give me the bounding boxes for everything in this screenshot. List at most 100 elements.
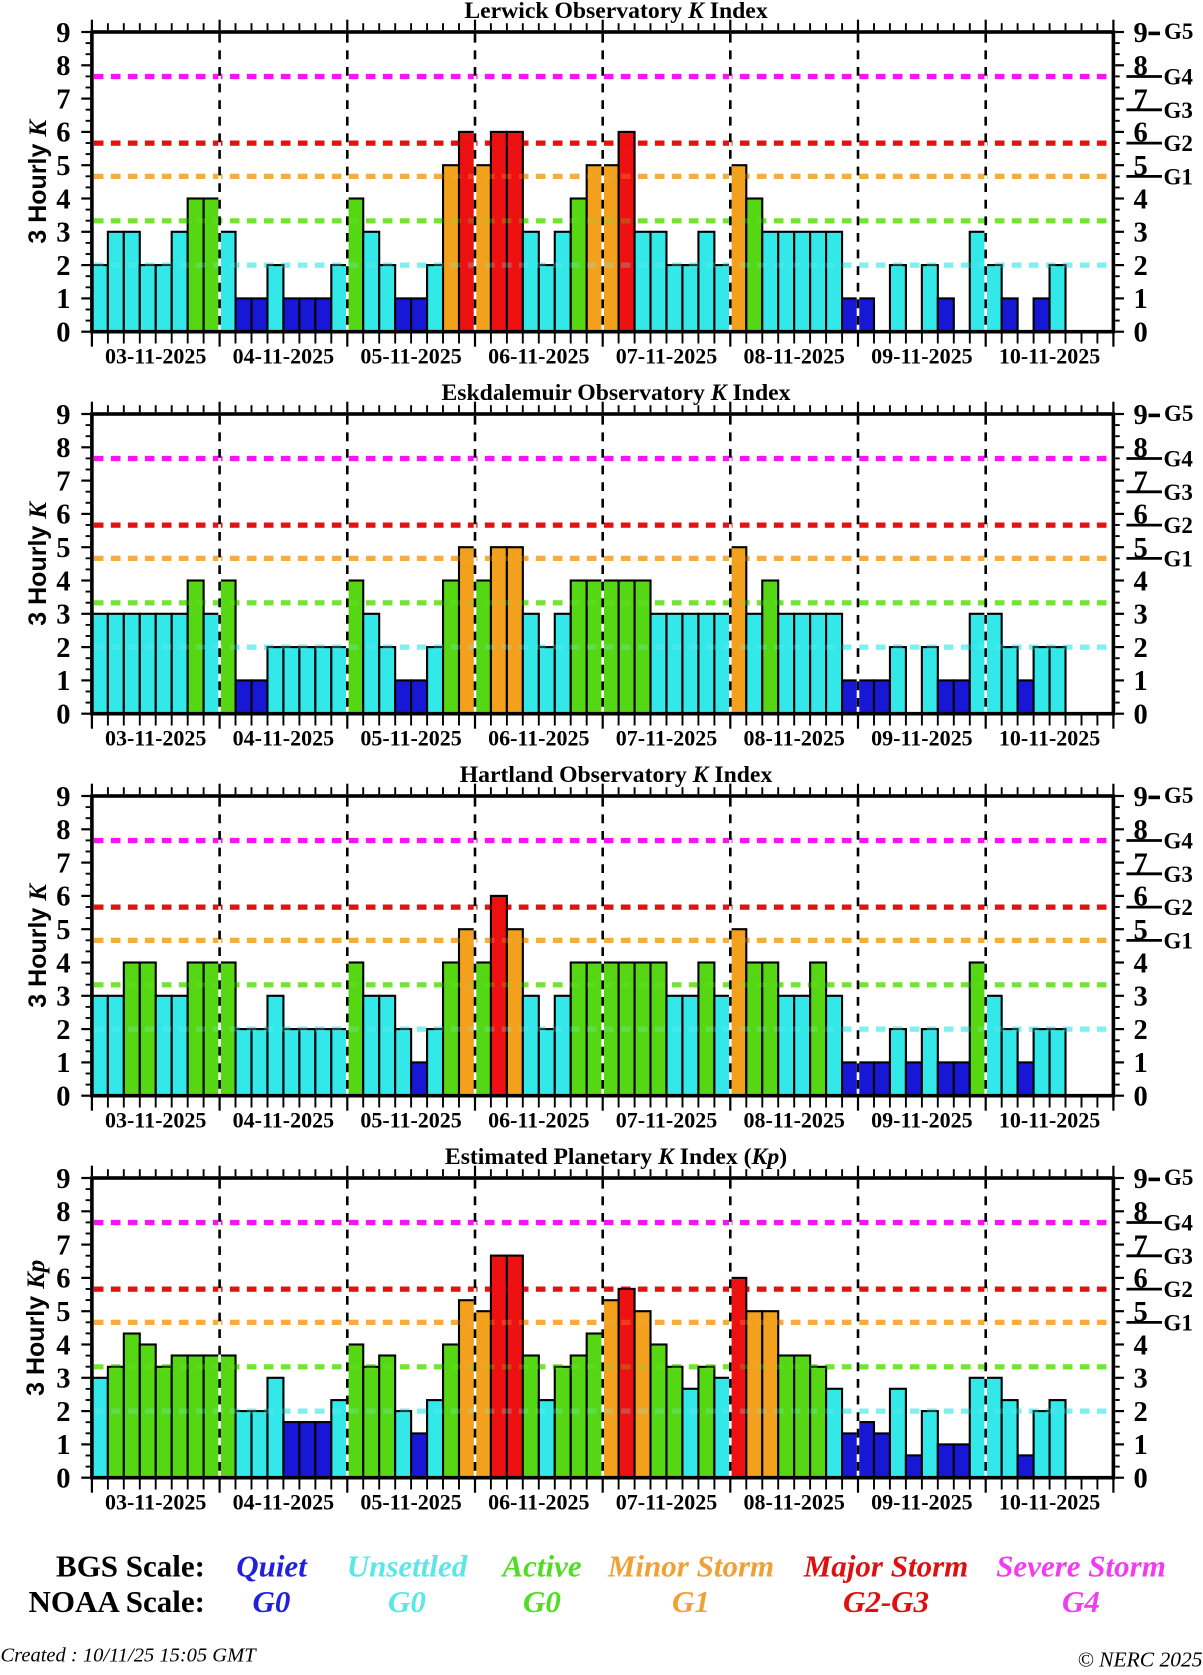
svg-text:06-11-2025: 06-11-2025 [488,344,589,369]
svg-text:4: 4 [56,948,70,979]
svg-text:1: 1 [56,1430,70,1461]
svg-text:G1: G1 [1164,1310,1193,1335]
svg-text:Severe Storm: Severe Storm [996,1549,1166,1584]
svg-text:Eskdalemuir Observatory K Inde: Eskdalemuir Observatory K Index [441,380,790,406]
svg-text:8: 8 [1134,51,1148,82]
svg-text:03-11-2025: 03-11-2025 [105,726,206,751]
svg-text:0: 0 [56,1464,70,1495]
svg-text:8: 8 [56,1197,70,1228]
svg-text:G5: G5 [1164,1165,1193,1190]
svg-text:8: 8 [1134,433,1148,464]
svg-text:05-11-2025: 05-11-2025 [360,726,461,751]
svg-text:G4: G4 [1062,1584,1100,1619]
svg-text:9: 9 [1134,1164,1148,1195]
svg-text:3 Hourly K: 3 Hourly K [24,118,52,244]
svg-text:G2: G2 [1164,131,1193,156]
svg-text:04-11-2025: 04-11-2025 [233,726,334,751]
svg-text:6: 6 [56,500,70,531]
svg-text:G4: G4 [1164,829,1194,854]
svg-text:09-11-2025: 09-11-2025 [871,1490,972,1515]
svg-text:07-11-2025: 07-11-2025 [616,726,717,751]
svg-text:04-11-2025: 04-11-2025 [233,1490,334,1515]
svg-text:05-11-2025: 05-11-2025 [360,344,461,369]
svg-text:2: 2 [56,251,70,282]
svg-text:G2: G2 [1164,895,1193,920]
svg-text:8: 8 [1134,1197,1148,1228]
svg-text:07-11-2025: 07-11-2025 [616,1490,717,1515]
svg-text:G1: G1 [672,1584,710,1619]
svg-text:G3: G3 [1164,1244,1193,1269]
svg-text:9: 9 [1134,782,1148,813]
svg-text:1: 1 [1134,1430,1148,1461]
svg-text:G3: G3 [1164,98,1193,123]
svg-text:Quiet: Quiet [236,1549,308,1584]
svg-text:7: 7 [1134,848,1148,879]
svg-text:1: 1 [56,284,70,315]
svg-text:Major Storm: Major Storm [803,1549,969,1584]
svg-text:7: 7 [56,84,70,115]
svg-text:05-11-2025: 05-11-2025 [360,1490,461,1515]
svg-text:G5: G5 [1164,401,1193,426]
svg-text:0: 0 [1134,1464,1148,1495]
svg-text:7: 7 [1134,1230,1148,1261]
svg-text:G4: G4 [1164,1211,1194,1236]
svg-text:7: 7 [56,466,70,497]
svg-text:5: 5 [1134,915,1148,946]
svg-text:04-11-2025: 04-11-2025 [233,1108,334,1133]
svg-text:G0: G0 [253,1584,291,1619]
svg-text:3 Hourly K: 3 Hourly K [24,882,52,1008]
svg-text:G4: G4 [1164,447,1194,472]
svg-text:3 Hourly Kp: 3 Hourly Kp [22,1260,50,1396]
svg-text:9: 9 [56,18,70,49]
svg-text:Unsettled: Unsettled [347,1549,468,1584]
svg-text:G1: G1 [1164,546,1193,571]
svg-text:2: 2 [56,1015,70,1046]
svg-text:08-11-2025: 08-11-2025 [743,1108,844,1133]
svg-text:9: 9 [1134,18,1148,49]
svg-text:08-11-2025: 08-11-2025 [743,1490,844,1515]
svg-text:Active: Active [500,1549,581,1584]
svg-text:06-11-2025: 06-11-2025 [488,1490,589,1515]
svg-text:8: 8 [56,433,70,464]
svg-text:0: 0 [1134,1082,1148,1113]
svg-text:BGS Scale:: BGS Scale: [56,1549,205,1584]
svg-text:03-11-2025: 03-11-2025 [105,1108,206,1133]
svg-text:5: 5 [56,915,70,946]
svg-text:3: 3 [1134,600,1148,631]
svg-text:08-11-2025: 08-11-2025 [743,726,844,751]
svg-text:0: 0 [56,318,70,349]
svg-text:0: 0 [56,700,70,731]
svg-text:Lerwick Observatory K Index: Lerwick Observatory K Index [464,0,767,24]
svg-text:4: 4 [56,1330,70,1361]
svg-text:NOAA Scale:: NOAA Scale: [28,1584,205,1619]
svg-text:5: 5 [56,533,70,564]
svg-text:2: 2 [56,633,70,664]
svg-text:4: 4 [1134,1330,1148,1361]
svg-text:6: 6 [56,882,70,913]
svg-text:07-11-2025: 07-11-2025 [616,344,717,369]
svg-text:6: 6 [1134,118,1148,149]
svg-text:3: 3 [1134,982,1148,1013]
svg-text:3: 3 [56,600,70,631]
svg-text:7: 7 [1134,84,1148,115]
svg-text:8: 8 [56,51,70,82]
svg-text:G5: G5 [1164,783,1193,808]
svg-text:10-11-2025: 10-11-2025 [999,1108,1100,1133]
svg-text:G2: G2 [1164,513,1193,538]
svg-text:08-11-2025: 08-11-2025 [743,344,844,369]
svg-text:G3: G3 [1164,480,1193,505]
svg-text:9: 9 [56,1164,70,1195]
svg-text:9: 9 [1134,400,1148,431]
svg-text:Estimated Planetary K Index (K: Estimated Planetary K Index (Kp) [445,1144,787,1170]
svg-text:4: 4 [1134,184,1148,215]
svg-text:6: 6 [1134,882,1148,913]
svg-text:G0: G0 [523,1584,561,1619]
svg-text:5: 5 [1134,533,1148,564]
svg-text:4: 4 [1134,948,1148,979]
svg-text:10-11-2025: 10-11-2025 [999,344,1100,369]
svg-text:5: 5 [1134,151,1148,182]
svg-text:3 Hourly K: 3 Hourly K [24,500,52,626]
svg-text:3: 3 [56,982,70,1013]
svg-text:0: 0 [1134,318,1148,349]
svg-text:G5: G5 [1164,19,1193,44]
